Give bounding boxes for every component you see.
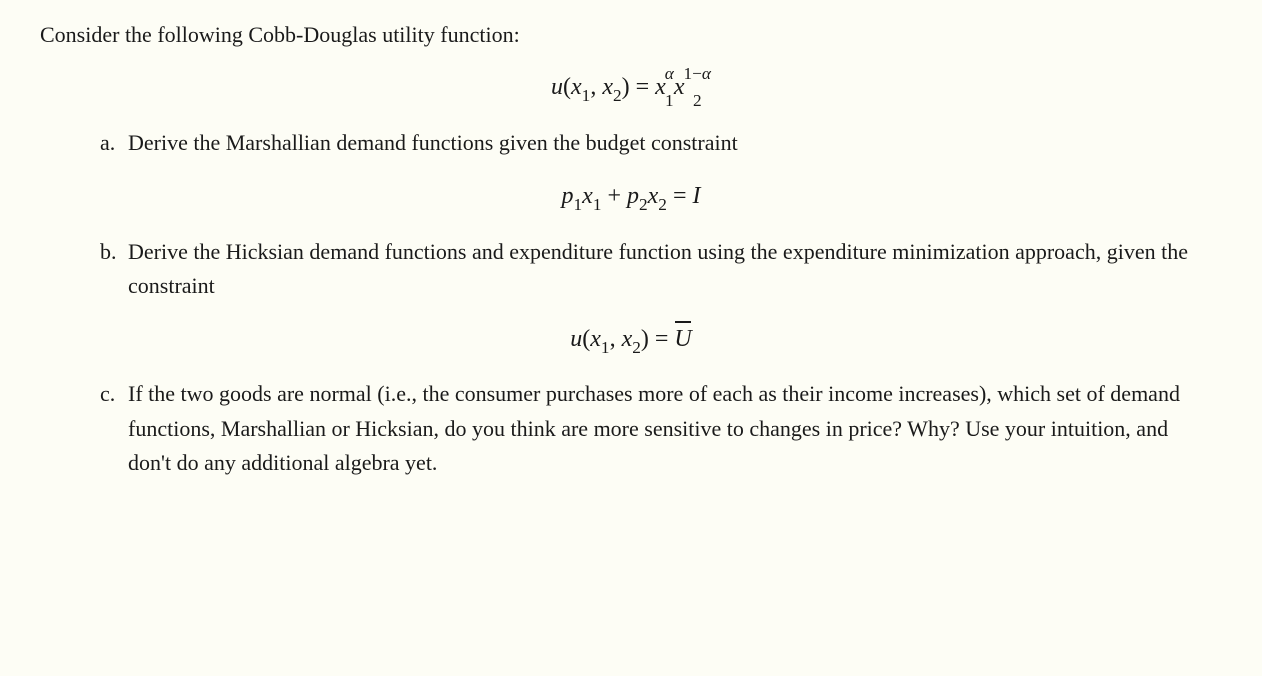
item-label-c: c. (100, 377, 128, 479)
item-text-a: Derive the Marshallian demand functions … (128, 126, 1192, 160)
item-label-a: a. (100, 126, 128, 160)
intro-text: Consider the following Cobb-Douglas util… (40, 18, 1222, 51)
list-item-a: a. Derive the Marshallian demand functio… (40, 126, 1222, 160)
equation-budget: p1x1 + p2x2 = I (40, 178, 1222, 217)
item-text-c: If the two goods are normal (i.e., the c… (128, 377, 1192, 479)
item-text-b: Derive the Hicksian demand functions and… (128, 235, 1192, 303)
list-item-c: c. If the two goods are normal (i.e., th… (40, 377, 1222, 479)
equation-utility: u(x1, x2) = xα1x1−α2 (40, 69, 1222, 108)
list-item-b: b. Derive the Hicksian demand functions … (40, 235, 1222, 303)
equation-utility-constraint: u(x1, x2) = U (40, 321, 1222, 360)
item-label-b: b. (100, 235, 128, 303)
